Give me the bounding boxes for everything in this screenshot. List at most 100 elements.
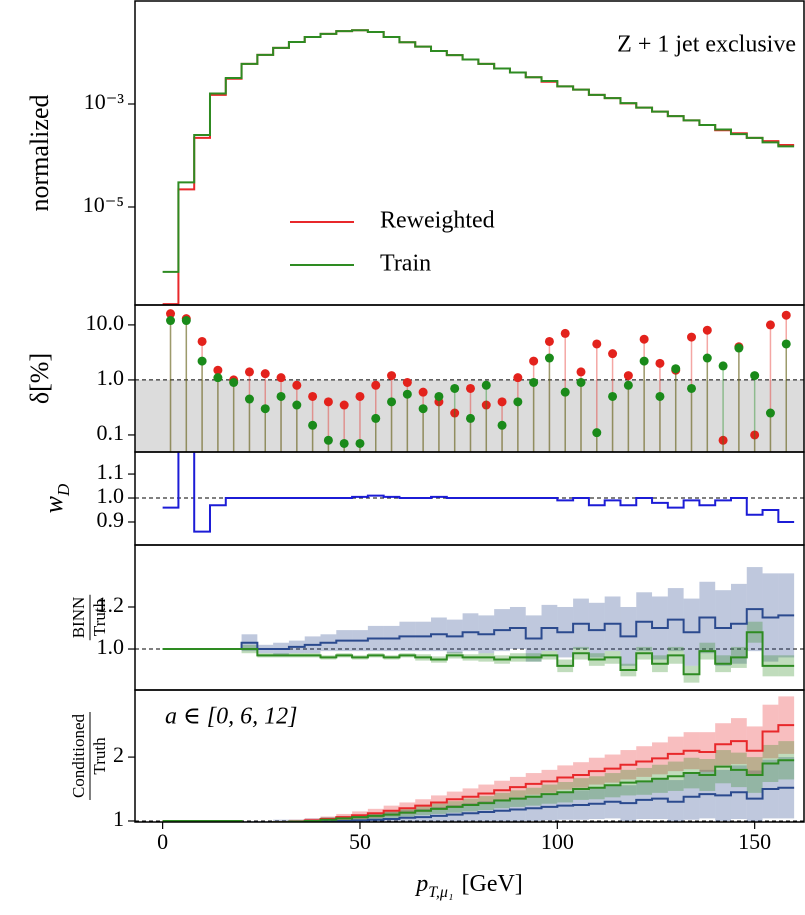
y-axis-label: normalized bbox=[25, 95, 54, 212]
y-tick-label: 1.0 bbox=[97, 634, 125, 659]
point bbox=[418, 404, 428, 414]
point bbox=[229, 377, 239, 387]
panel-frame bbox=[134, 689, 805, 823]
point bbox=[781, 339, 791, 349]
point bbox=[418, 387, 428, 397]
error-band bbox=[415, 808, 432, 822]
point bbox=[276, 391, 286, 401]
point bbox=[623, 371, 633, 381]
point bbox=[371, 380, 381, 390]
point bbox=[260, 404, 270, 414]
point bbox=[465, 383, 475, 393]
point bbox=[702, 353, 712, 363]
point bbox=[623, 380, 633, 390]
y-axis-label: δ[%] bbox=[25, 353, 54, 404]
x-axis-label: pT,μ₁ [GeV] bbox=[414, 871, 523, 902]
label-subscript: D bbox=[54, 483, 73, 497]
y-tick-label: 1.0 bbox=[97, 365, 125, 390]
point bbox=[718, 361, 728, 371]
point bbox=[750, 430, 760, 440]
point bbox=[639, 356, 649, 366]
point bbox=[387, 397, 397, 407]
panel bbox=[135, 452, 804, 533]
y-label-denominator: Truth bbox=[90, 598, 109, 636]
point bbox=[244, 367, 254, 377]
point bbox=[481, 400, 491, 410]
step-line bbox=[162, 786, 795, 822]
step-line bbox=[162, 29, 795, 305]
y-label-numerator: Conditioned bbox=[69, 713, 88, 798]
y-tick-label: 2 bbox=[113, 742, 124, 767]
y-tick-label: 10⁻³ bbox=[84, 89, 125, 114]
point bbox=[166, 316, 176, 326]
point bbox=[308, 391, 318, 401]
point bbox=[197, 336, 207, 346]
point bbox=[513, 397, 523, 407]
error-band bbox=[367, 813, 384, 822]
panel bbox=[135, 309, 804, 452]
x-tick-label: 150 bbox=[738, 829, 771, 854]
y-tick-label: 1.0 bbox=[97, 483, 125, 508]
point bbox=[260, 369, 270, 379]
point bbox=[576, 377, 586, 387]
error-band bbox=[383, 812, 400, 822]
point bbox=[513, 373, 523, 383]
step-line bbox=[162, 631, 795, 676]
annotation: Z + 1 jet exclusive bbox=[617, 32, 796, 58]
y-tick-label: 1.2 bbox=[97, 592, 125, 617]
point bbox=[497, 420, 507, 430]
point bbox=[244, 394, 254, 404]
legend-label: Train bbox=[380, 251, 431, 277]
point bbox=[576, 367, 586, 377]
point bbox=[544, 336, 554, 346]
point bbox=[687, 332, 697, 342]
point bbox=[465, 413, 475, 423]
step-line bbox=[162, 452, 795, 533]
point bbox=[655, 391, 665, 401]
point bbox=[292, 400, 302, 410]
y-tick-label: 10.0 bbox=[86, 310, 125, 335]
error-band bbox=[446, 805, 463, 822]
point bbox=[213, 365, 223, 375]
point bbox=[197, 356, 207, 366]
point bbox=[702, 325, 712, 335]
point bbox=[292, 380, 302, 390]
point bbox=[687, 383, 697, 393]
y-label-numerator: BINN bbox=[69, 597, 88, 639]
error-band bbox=[273, 819, 289, 822]
annotation: a ∈ [0, 6, 12] bbox=[165, 704, 297, 730]
point bbox=[671, 364, 681, 374]
legend-label: Reweighted bbox=[380, 208, 495, 234]
label-symbol: w bbox=[39, 495, 68, 513]
point bbox=[592, 339, 602, 349]
y-tick-label: 1 bbox=[113, 806, 124, 831]
y-tick-label: 10⁻⁵ bbox=[83, 192, 124, 217]
point bbox=[213, 373, 223, 383]
point bbox=[450, 383, 460, 393]
x-tick-label: 50 bbox=[349, 829, 371, 854]
point bbox=[166, 309, 176, 319]
label-subscript: T,μ₁ bbox=[428, 884, 453, 901]
error-band bbox=[399, 810, 416, 822]
label-symbol: p bbox=[414, 871, 428, 897]
point bbox=[560, 328, 570, 338]
point bbox=[308, 420, 318, 430]
panel bbox=[162, 29, 795, 305]
label-unit: [GeV] bbox=[462, 871, 523, 897]
point bbox=[529, 356, 539, 366]
point bbox=[402, 377, 412, 387]
point bbox=[181, 316, 191, 326]
panel bbox=[135, 696, 804, 822]
y-tick-label: 1.1 bbox=[97, 459, 125, 484]
point bbox=[387, 371, 397, 381]
point bbox=[718, 435, 728, 445]
point bbox=[450, 408, 460, 418]
point bbox=[655, 358, 665, 368]
point bbox=[481, 380, 491, 390]
point bbox=[608, 391, 618, 401]
point bbox=[402, 389, 412, 399]
point bbox=[323, 435, 333, 445]
y-axis-label: wD bbox=[39, 483, 73, 513]
point bbox=[560, 387, 570, 397]
point bbox=[276, 373, 286, 383]
